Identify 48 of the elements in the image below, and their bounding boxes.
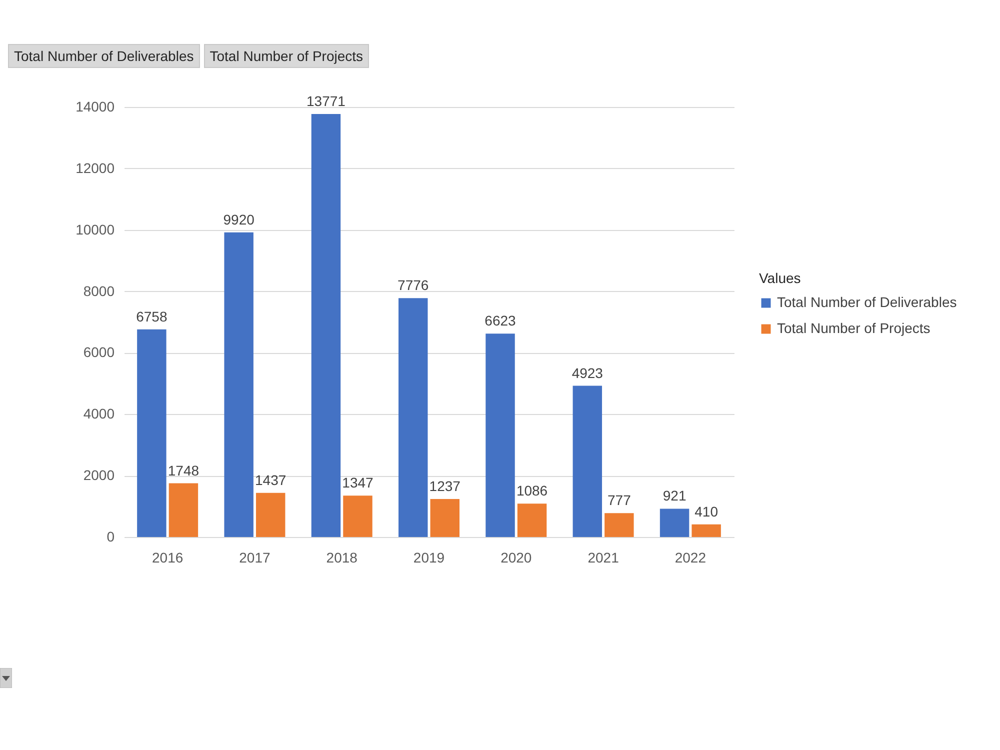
- bar: [660, 508, 690, 537]
- data-label: 1748: [168, 462, 200, 478]
- y-tick-label: 12000: [76, 160, 115, 176]
- data-label: 777: [607, 492, 632, 508]
- x-tick-label: 2016: [152, 550, 184, 566]
- data-label: 6758: [136, 308, 168, 324]
- text: Total Number of Projects: [204, 44, 370, 68]
- y-tick-label: 6000: [83, 344, 115, 360]
- bar: [486, 334, 515, 537]
- legend-label: Total Number of Deliverables: [777, 294, 957, 310]
- bar: [572, 386, 602, 537]
- y-tick-label: 0: [106, 528, 115, 544]
- x-tick-label: 2022: [674, 550, 706, 566]
- y-tick-label: 4000: [83, 406, 115, 422]
- x-tick-label: 2017: [239, 550, 270, 566]
- bar: [604, 513, 634, 537]
- data-label: 410: [694, 503, 718, 520]
- bar: [343, 496, 372, 537]
- data-label: 1237: [429, 478, 461, 494]
- data-label: 921: [662, 488, 686, 504]
- y-tick-label: 8000: [83, 282, 115, 299]
- data-label: 1086: [516, 482, 548, 499]
- y-tick-label: 2000: [83, 467, 115, 484]
- data-label: 1347: [342, 474, 374, 491]
- text: Total Number of Deliverables: [8, 44, 200, 68]
- data-label: 4923: [572, 364, 604, 381]
- legend-title: Values: [759, 270, 801, 286]
- x-tick-label: 2019: [413, 550, 445, 566]
- data-label: 1437: [255, 472, 286, 488]
- data-label: 6623: [484, 312, 516, 329]
- data-label: 13771: [306, 93, 346, 110]
- bar: [692, 524, 721, 537]
- bar: [398, 298, 428, 537]
- bar: [430, 499, 460, 537]
- data-label: 9920: [223, 211, 255, 228]
- x-tick-label: 2020: [500, 550, 532, 566]
- bar: [224, 232, 254, 537]
- y-tick-label: 14000: [76, 98, 115, 114]
- legend-label: Total Number of Projects: [777, 320, 930, 336]
- x-tick-label: 2018: [326, 550, 358, 566]
- x-tick-label: 2021: [588, 550, 620, 566]
- data-label: 7776: [398, 277, 429, 294]
- bar: [311, 114, 341, 537]
- y-tick-label: 10000: [76, 221, 115, 238]
- bar: [168, 483, 198, 537]
- bar: [137, 329, 166, 537]
- bar: [256, 492, 286, 537]
- bar: [517, 504, 547, 537]
